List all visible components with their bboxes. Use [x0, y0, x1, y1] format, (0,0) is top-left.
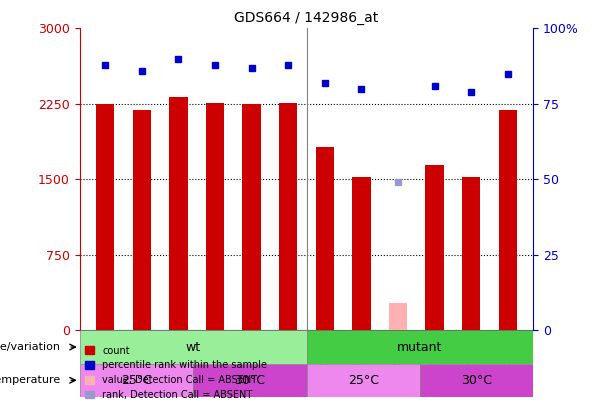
Text: 25°C: 25°C [348, 374, 379, 387]
Bar [206, 103, 224, 330]
Text: temperature: temperature [0, 375, 61, 385]
Bar [243, 104, 261, 330]
Bar [169, 97, 188, 330]
Bar [316, 147, 334, 330]
Text: wt: wt [186, 341, 200, 354]
Bar [133, 110, 151, 330]
Legend: count, percentile rank within the sample, value, Detection Call = ABSENT, rank, : count, percentile rank within the sample… [85, 345, 267, 400]
Bar [96, 104, 115, 330]
Bar [425, 165, 444, 330]
Text: genotype/variation: genotype/variation [0, 342, 61, 352]
FancyBboxPatch shape [306, 330, 533, 364]
FancyBboxPatch shape [193, 364, 306, 397]
Bar [389, 303, 407, 330]
Bar [498, 110, 517, 330]
Text: 30°C: 30°C [461, 374, 492, 387]
Text: 25°C: 25°C [121, 374, 152, 387]
FancyBboxPatch shape [80, 330, 306, 364]
Text: mutant: mutant [397, 341, 443, 354]
Bar [279, 103, 297, 330]
Bar [462, 177, 480, 330]
FancyBboxPatch shape [420, 364, 533, 397]
Text: 30°C: 30°C [234, 374, 265, 387]
Title: GDS664 / 142986_at: GDS664 / 142986_at [234, 11, 379, 25]
FancyBboxPatch shape [80, 364, 193, 397]
Bar [352, 177, 370, 330]
FancyBboxPatch shape [306, 364, 420, 397]
